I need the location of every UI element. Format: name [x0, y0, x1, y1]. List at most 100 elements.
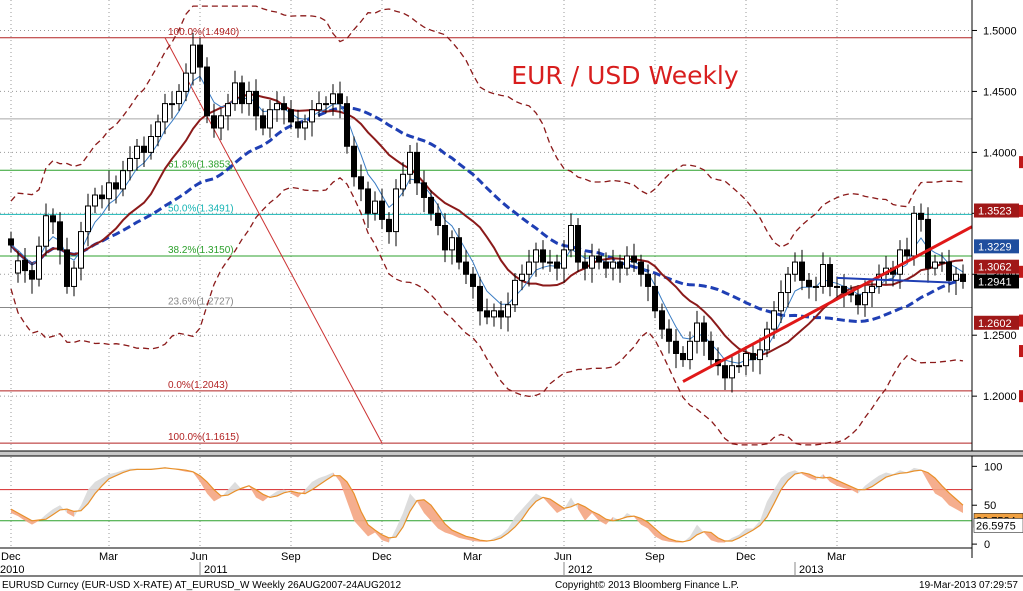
candle-up — [372, 200, 378, 214]
candle-down — [960, 273, 966, 282]
candle-up — [43, 215, 49, 247]
candle-down — [421, 182, 427, 198]
candle-up — [78, 231, 84, 269]
stoch-fill-segment — [109, 472, 116, 479]
fib-level-label: 50.0%(1.3491) — [168, 203, 234, 214]
stoch-fill-segment — [277, 489, 284, 496]
month-tick-label: Sep — [645, 551, 665, 563]
candle-up — [561, 249, 567, 269]
candle-up — [155, 121, 161, 138]
price-tick-label: 1.2500 — [983, 330, 1017, 342]
candle-down — [603, 261, 609, 269]
stoch-fill-segment — [508, 516, 515, 534]
candle-down — [799, 261, 805, 281]
candle-up — [512, 279, 518, 306]
stoch-fill-segment — [557, 503, 564, 513]
stoch-d-line — [10, 467, 964, 543]
stoch-fill-segment — [452, 530, 459, 538]
rising-trend-line — [682, 225, 973, 383]
price-tag-label: 1.3229 — [978, 241, 1012, 253]
candle-down — [470, 273, 476, 287]
candle-down — [197, 44, 203, 68]
candle-up — [393, 188, 399, 233]
year-label: 2010 — [0, 564, 24, 576]
chart-title: EUR / USD Weekly — [511, 61, 739, 90]
candle-down — [645, 273, 651, 287]
candle-up — [792, 261, 798, 275]
stoch-fill-segment — [564, 497, 571, 510]
stoch-fill-segment — [648, 522, 655, 537]
candle-down — [29, 270, 35, 280]
stoch-fill-segment — [361, 511, 368, 537]
stoch-fill-segment — [753, 520, 760, 531]
stoch-fill-segment — [536, 493, 543, 502]
candle-up — [400, 173, 406, 190]
candle-down — [477, 285, 483, 312]
candle-down — [540, 249, 546, 263]
stoch-fill-segment — [844, 483, 851, 490]
stoch-fill-segment — [305, 481, 312, 494]
candle-down — [99, 194, 105, 200]
footer-timestamp: 19-Mar-2013 07:29:57 — [919, 580, 1018, 591]
candle-up — [624, 255, 630, 269]
candle-up — [190, 44, 196, 74]
candle-up — [120, 170, 126, 190]
right-edge-marker — [1019, 390, 1023, 403]
candle-up — [939, 261, 945, 264]
stochastic-panel — [0, 467, 972, 543]
candle-up — [743, 352, 749, 367]
month-tick-label: Mar — [827, 551, 846, 563]
stoch-fill-segment — [46, 509, 53, 520]
stoch-fill-segment — [655, 528, 662, 541]
stoch-fill-segment — [466, 536, 473, 541]
stoch-fill-segment — [494, 534, 501, 541]
stoch-fill-segment — [732, 534, 739, 541]
stoch-fill-segment — [375, 530, 382, 541]
candle-down — [204, 66, 210, 117]
stoch-fill-segment — [956, 499, 963, 513]
price-tag-label: 1.2602 — [978, 318, 1012, 330]
candle-down — [631, 255, 637, 263]
candle-up — [820, 264, 826, 287]
stoch-fill-segment — [417, 499, 424, 513]
candle-up — [134, 145, 140, 159]
candle-down — [50, 215, 56, 223]
price-tick-label: 1.4500 — [983, 86, 1017, 98]
stoch-fill-segment — [284, 489, 291, 494]
stoch-fill-segment — [319, 475, 326, 485]
stoch-fill-segment — [459, 533, 466, 540]
candle-up — [834, 285, 840, 288]
candle-down — [904, 249, 910, 257]
stoch-fill-segment — [571, 497, 578, 510]
stoch-fill-segment — [809, 474, 816, 481]
stoch-fill-segment — [725, 537, 732, 543]
candle-up — [218, 115, 224, 129]
candle-up — [162, 103, 168, 123]
right-edge-marker — [1019, 156, 1023, 169]
stoch-fill-segment — [949, 492, 956, 510]
candle-down — [596, 255, 602, 263]
candle-up — [323, 103, 329, 106]
candle-down — [456, 237, 462, 263]
stoch-fill-segment — [403, 493, 410, 527]
month-tick-label: Dec — [372, 551, 392, 563]
candle-down — [64, 249, 70, 287]
candle-down — [435, 212, 441, 226]
price-tags: 1.35231.32291.30621.29411.260226.758426.… — [973, 203, 1023, 533]
short-support-line — [836, 276, 957, 284]
bollinger-lower-line — [10, 176, 964, 446]
candle-down — [211, 115, 217, 129]
stoch-fill-segment — [739, 528, 746, 538]
stoch-fill-segment — [53, 505, 60, 515]
candlesticks — [8, 32, 966, 393]
candle-up — [302, 121, 308, 129]
candle-up — [232, 82, 238, 105]
fib-level-label: 0.0%(1.2043) — [168, 380, 228, 391]
candle-up — [813, 285, 819, 288]
right-edge-marker — [1019, 265, 1023, 278]
candle-up — [757, 349, 763, 361]
stoch-fill-segment — [543, 497, 550, 506]
candle-down — [442, 225, 448, 251]
price-tick-label: 1.5000 — [983, 25, 1017, 37]
year-label: 2011 — [204, 564, 228, 576]
